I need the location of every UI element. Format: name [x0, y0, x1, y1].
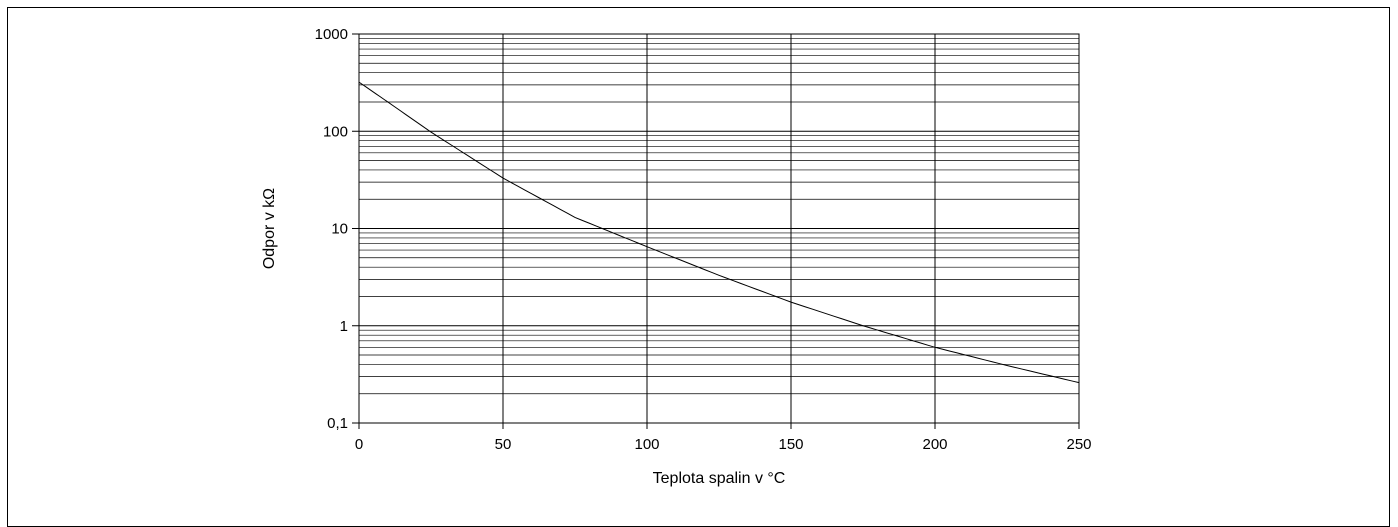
grid — [358, 34, 1080, 424]
y-axis-title: Odpor v kΩ — [261, 188, 278, 269]
y-axis: 0,1 1 10 100 1000 — [315, 26, 359, 432]
y-tick-label: 0,1 — [327, 415, 348, 432]
series-line — [358, 81, 1080, 384]
y-tick-label: 100 — [323, 123, 348, 140]
x-tick-label: 100 — [634, 436, 659, 453]
x-tick-label: 50 — [495, 436, 512, 453]
y-tick-label: 1000 — [315, 26, 348, 43]
y-tick-label: 10 — [331, 221, 348, 238]
x-tick-label: 250 — [1066, 436, 1091, 453]
x-tick-label: 0 — [355, 436, 363, 453]
x-axis-title: Teplota spalin v °C — [653, 470, 786, 487]
x-tick-label: 200 — [922, 436, 947, 453]
x-axis: 0 50 100 150 200 250 — [355, 423, 1092, 453]
x-tick-label: 150 — [778, 436, 803, 453]
line-chart: 0,1 1 10 100 1000 0 50 100 150 200 250 Teplota sp… — [261, 26, 1092, 487]
y-tick-label: 1 — [340, 318, 348, 335]
